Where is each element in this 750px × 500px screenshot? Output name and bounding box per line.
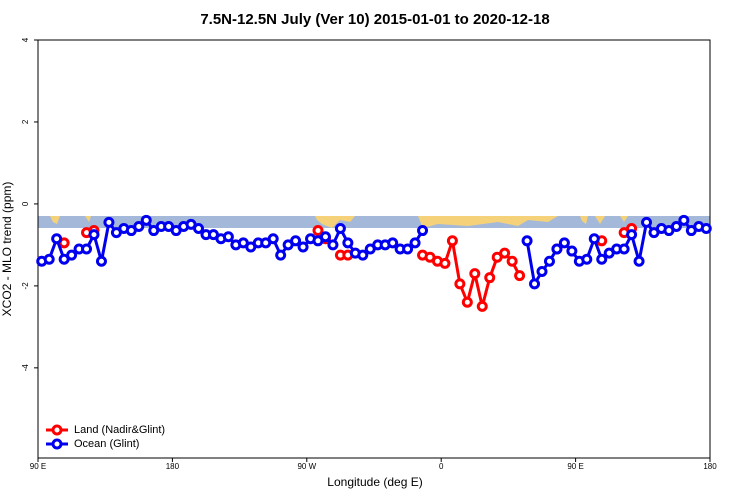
- point: [387, 237, 399, 249]
- point: [417, 225, 429, 237]
- land-shapes: [50, 216, 628, 228]
- point: [357, 249, 369, 261]
- point: [581, 253, 593, 265]
- map-strip: [38, 216, 710, 228]
- point: [551, 243, 563, 255]
- point: [543, 255, 555, 267]
- point: [641, 216, 653, 228]
- x-tick-label: 180: [166, 462, 180, 471]
- point: [446, 235, 458, 247]
- point: [290, 235, 302, 247]
- point: [588, 233, 600, 245]
- marks: [36, 214, 712, 312]
- point: [334, 223, 346, 235]
- point: [633, 255, 645, 267]
- x-tick-label: 0: [439, 462, 444, 471]
- point: [514, 270, 526, 282]
- chart-title: 7.5N-12.5N July (Ver 10) 2015-01-01 to 2…: [200, 11, 549, 28]
- plot-frame: [37, 39, 711, 459]
- x-tick-label: 180: [703, 462, 717, 471]
- point: [402, 243, 414, 255]
- point: [670, 220, 682, 232]
- legend-label: Ocean (Glint): [74, 438, 139, 450]
- point: [506, 255, 518, 267]
- point: [454, 278, 466, 290]
- point: [469, 268, 481, 280]
- y-tick-label: 4: [21, 37, 30, 42]
- legend-marker: [51, 424, 63, 436]
- y-tick-label: -4: [21, 364, 30, 372]
- series-line: [86, 227, 633, 308]
- point: [43, 253, 55, 265]
- point: [275, 249, 287, 261]
- point: [81, 243, 93, 255]
- point: [700, 223, 712, 235]
- x-tick-label: 90 W: [297, 462, 316, 471]
- point: [51, 233, 63, 245]
- point: [193, 223, 205, 235]
- point: [409, 237, 421, 249]
- point: [88, 229, 100, 241]
- point: [439, 257, 451, 269]
- point: [342, 237, 354, 249]
- point: [618, 243, 630, 255]
- y-tick-label: 2: [21, 119, 30, 124]
- point: [626, 229, 638, 241]
- legend-marker: [51, 438, 63, 450]
- legend: Land (Nadir&Glint) Ocean (Glint): [46, 424, 165, 450]
- point: [297, 241, 309, 253]
- point: [133, 220, 145, 232]
- legend-label: Land (Nadir&Glint): [74, 424, 165, 436]
- y-axis-label: XCO2 - MLO trend (ppm): [0, 182, 14, 317]
- point: [678, 214, 690, 226]
- point: [103, 216, 115, 228]
- x-axis-label: Longitude (deg E): [327, 475, 422, 489]
- point: [267, 233, 279, 245]
- point: [95, 255, 107, 267]
- point: [312, 225, 324, 237]
- point: [484, 272, 496, 284]
- x-tick-label: 90 E: [30, 462, 46, 471]
- point: [536, 266, 548, 278]
- point: [476, 300, 488, 312]
- point: [461, 296, 473, 308]
- point: [140, 214, 152, 226]
- y-tick-label: -2: [21, 282, 30, 290]
- point: [566, 245, 578, 257]
- point: [66, 249, 78, 261]
- point: [596, 253, 608, 265]
- point: [521, 235, 533, 247]
- point: [319, 231, 331, 243]
- y-tick-label: 0: [21, 201, 30, 206]
- point: [222, 231, 234, 243]
- point: [499, 247, 511, 259]
- x-tick-label: 90 E: [567, 462, 583, 471]
- point: [327, 239, 339, 251]
- point: [529, 278, 541, 290]
- point: [558, 237, 570, 249]
